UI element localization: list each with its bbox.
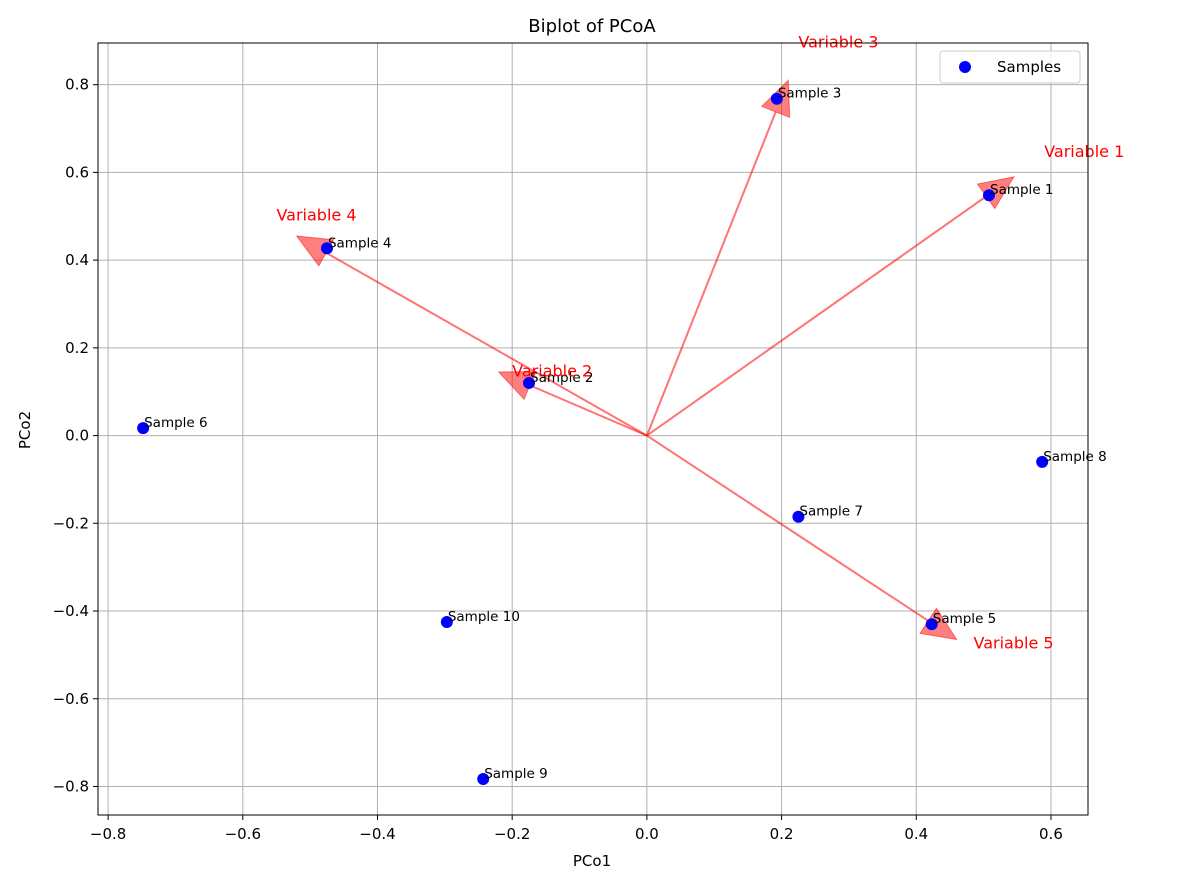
y-tick-label: 0.8 xyxy=(65,76,89,94)
sample-point-7 xyxy=(792,510,805,523)
sample-label-7: Sample 7 xyxy=(799,504,863,520)
y-tick-label: 0.2 xyxy=(65,339,89,357)
sample-point-8 xyxy=(1036,455,1049,468)
vector-label-1: Variable 1 xyxy=(1044,142,1124,161)
vector-shaft-4 xyxy=(325,251,648,437)
x-tick-label: 0.0 xyxy=(635,825,659,843)
x-tick-label: 0.6 xyxy=(1039,825,1063,843)
x-tick-label: −0.6 xyxy=(225,825,261,843)
vector-label-2: Variable 2 xyxy=(512,361,592,380)
sample-point-1 xyxy=(983,189,995,202)
vector-shaft-3 xyxy=(645,111,777,436)
legend-box xyxy=(939,50,1081,84)
sample-label-5: Sample 5 xyxy=(933,611,997,627)
vector-label-3: Variable 3 xyxy=(798,32,878,51)
legend-marker-samples xyxy=(959,61,971,73)
x-tick-label: −0.2 xyxy=(494,825,530,843)
sample-label-1: Sample 1 xyxy=(990,182,1054,198)
vector-label-5: Variable 5 xyxy=(974,633,1054,652)
chart-title: Biplot of PCoA xyxy=(528,16,656,37)
sample-point-2 xyxy=(523,376,536,389)
y-tick-label: −0.4 xyxy=(53,602,89,620)
y-tick-label: −0.2 xyxy=(53,514,89,532)
x-tick-label: 0.2 xyxy=(770,825,794,843)
y-tick-label: 0.0 xyxy=(65,427,89,445)
sample-label-3: Sample 3 xyxy=(778,86,842,102)
y-axis-title: PCo2 xyxy=(16,411,34,449)
sample-point-6 xyxy=(137,422,150,435)
vector-shaft-1 xyxy=(646,195,987,437)
x-tick-label: −0.4 xyxy=(359,825,395,843)
vector-label-4: Variable 4 xyxy=(276,206,356,225)
sample-label-8: Sample 8 xyxy=(1043,449,1107,465)
legend: Samples xyxy=(939,50,1081,84)
sample-point-9 xyxy=(477,773,490,786)
sample-label-9: Sample 9 xyxy=(484,766,548,782)
grid xyxy=(98,43,1088,815)
sample-point-10 xyxy=(440,616,453,628)
sample-point-4 xyxy=(320,242,333,255)
y-tick-label: −0.6 xyxy=(53,690,89,708)
y-tick-label: 0.4 xyxy=(65,251,89,269)
y-tick-label: −0.8 xyxy=(53,777,89,795)
x-tick-label: −0.8 xyxy=(90,825,126,843)
sample-label-10: Sample 10 xyxy=(448,609,520,625)
sample-point-3 xyxy=(770,92,783,105)
x-tick-label: 0.4 xyxy=(904,825,928,843)
axis-ticks: −0.8 −0.6 −0.4 −0.2 0.0 0.2 0.4 0.6 −0.8 −0.6 −0.4… xyxy=(53,76,1063,843)
sample-point-5 xyxy=(925,618,938,631)
sample-label-6: Sample 6 xyxy=(144,415,208,431)
y-tick-label: 0.6 xyxy=(65,163,89,181)
sample-points: Sample 1 Sample 2 Sample 3 Sample 4 Sample 5… xyxy=(137,32,1124,786)
sample-label-2: Sample 2 xyxy=(530,370,594,386)
sample-label-4: Sample 4 xyxy=(328,235,392,251)
legend-label-samples: Samples xyxy=(997,58,1061,76)
vector-shaft-5 xyxy=(646,434,929,622)
vector-shaft-2 xyxy=(529,384,648,437)
plot-frame xyxy=(97,42,1089,816)
x-axis-title: PCo1 xyxy=(573,852,611,870)
